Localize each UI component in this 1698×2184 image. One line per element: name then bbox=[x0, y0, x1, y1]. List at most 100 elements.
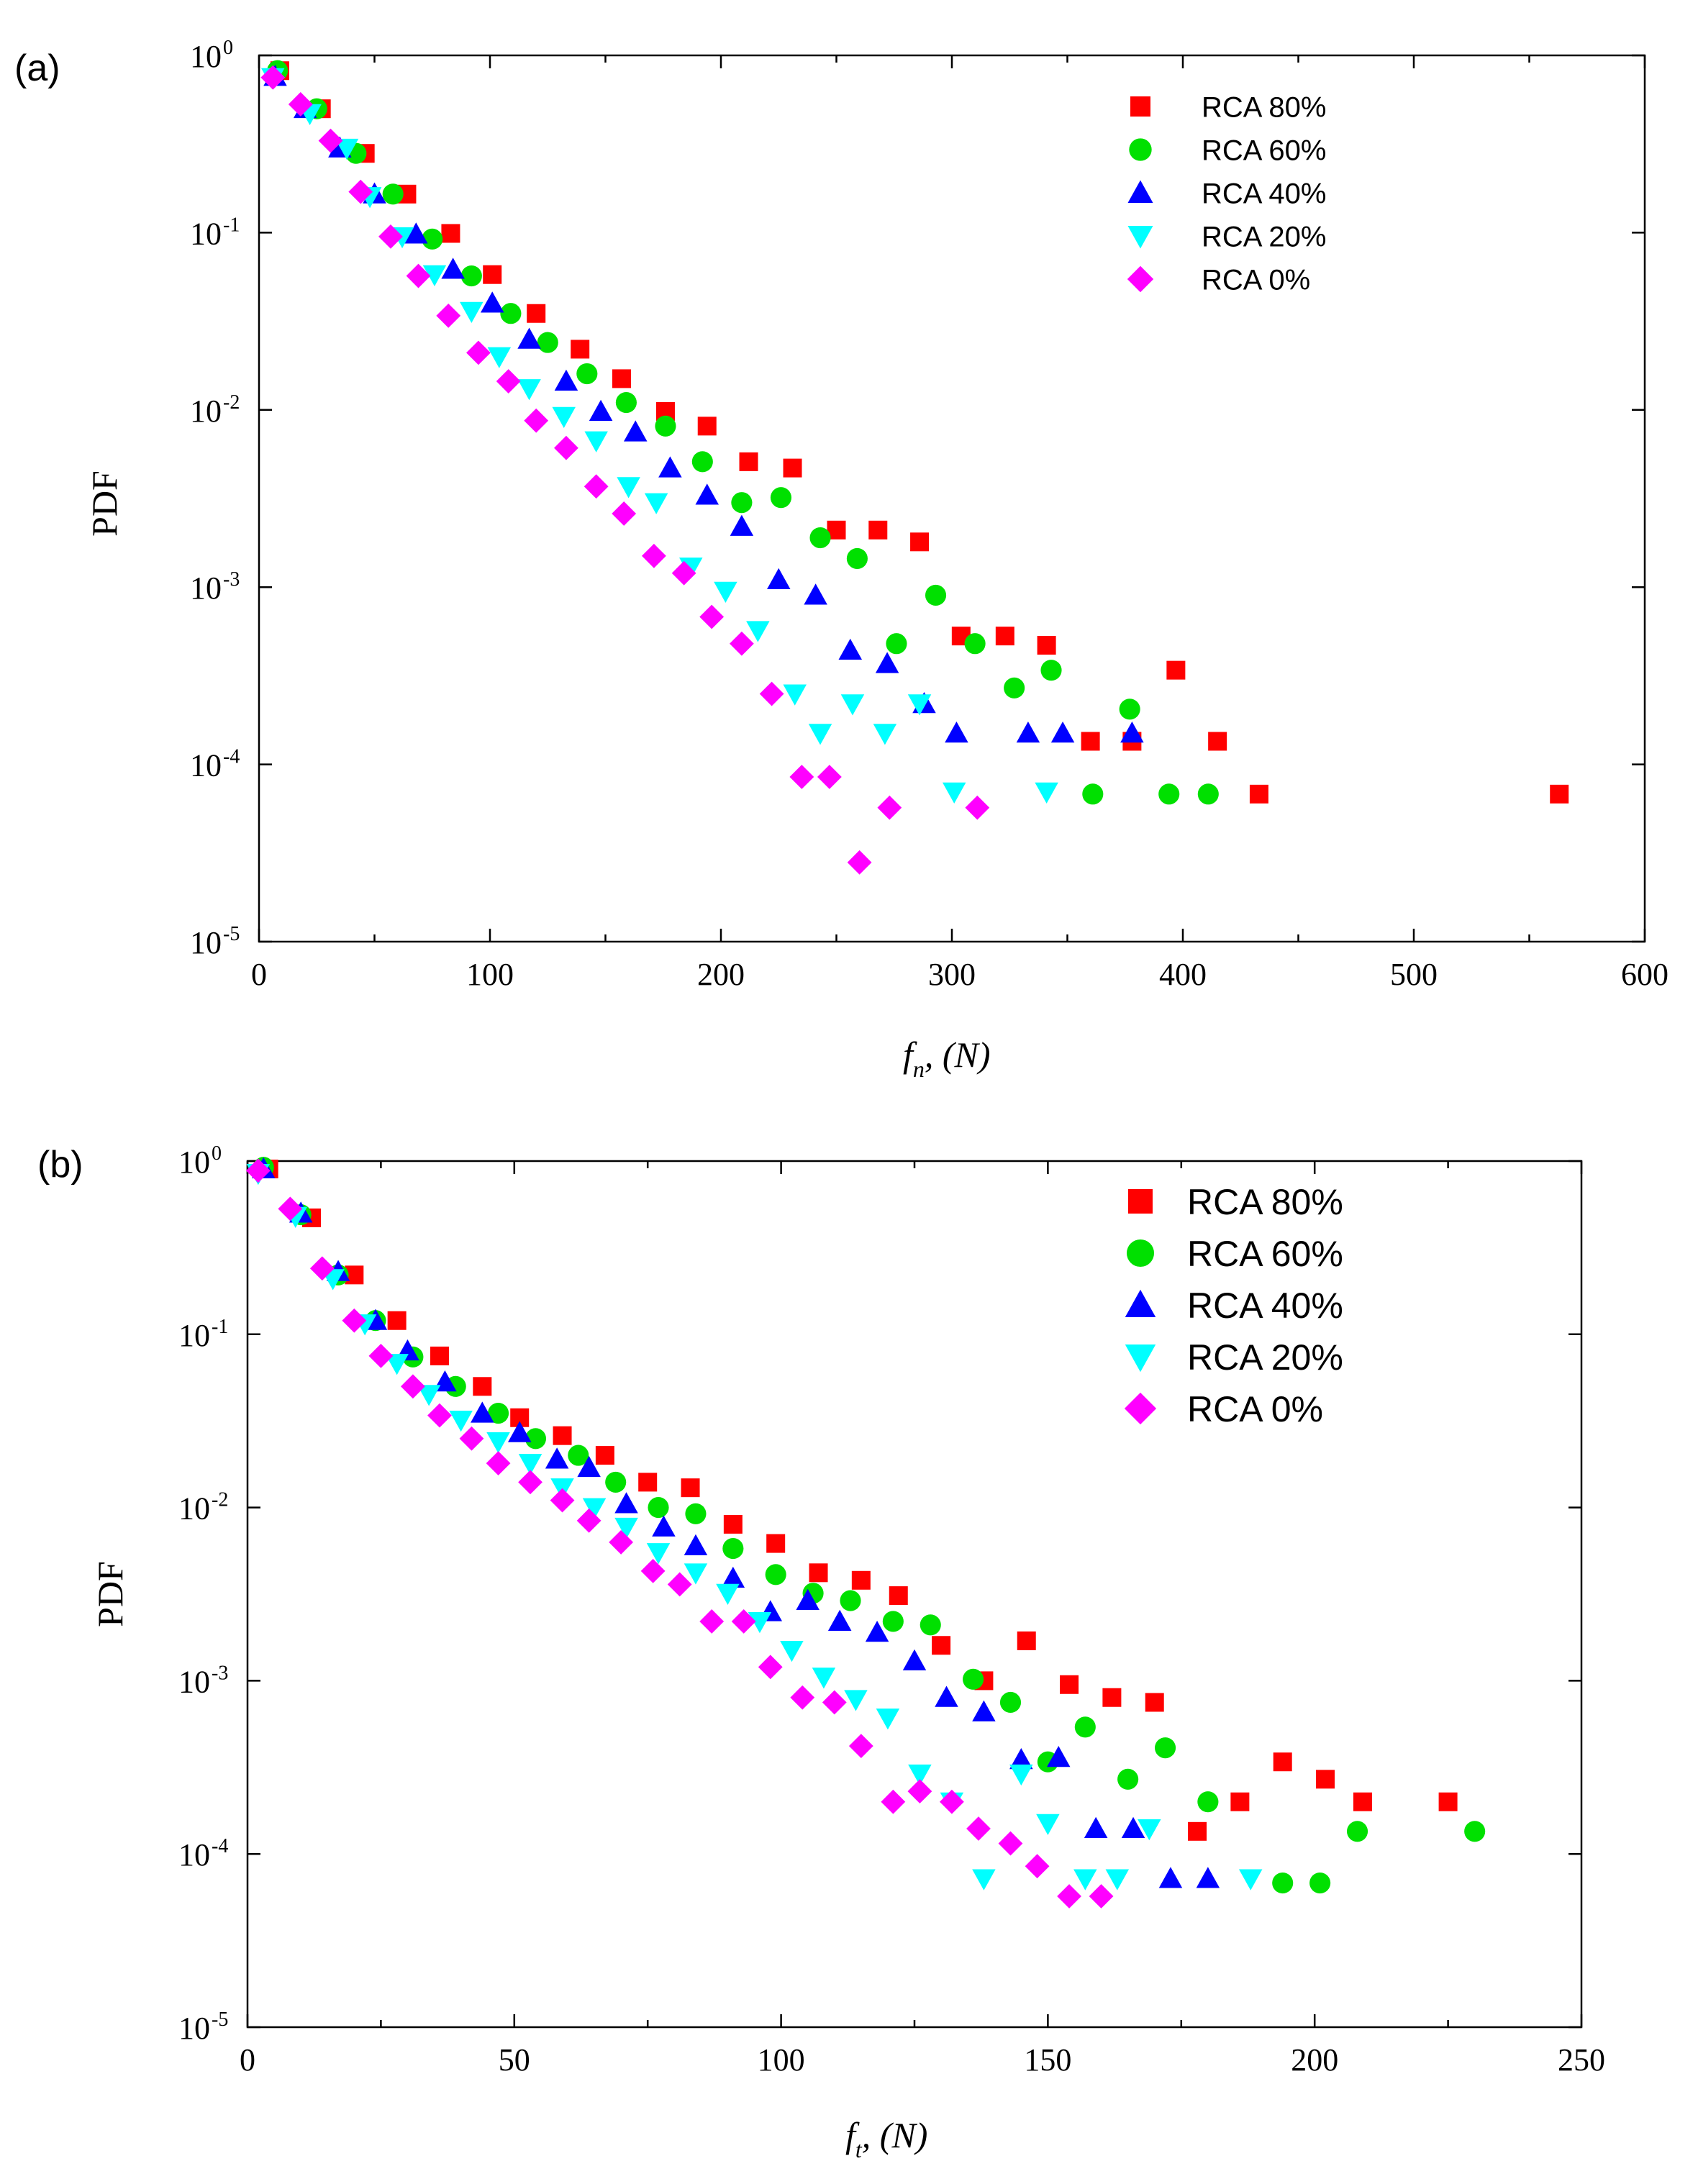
panel-b-point-rca-60 bbox=[568, 1444, 589, 1466]
panel-a-point-rca-0 bbox=[847, 850, 872, 875]
panel-a-point-rca-0 bbox=[817, 765, 842, 789]
panel-b-point-rca-60 bbox=[1346, 1821, 1368, 1842]
panel-b-point-rca-40 bbox=[1196, 1867, 1220, 1888]
panel-b-point-rca-40 bbox=[902, 1649, 927, 1670]
panel-a-point-rca-60 bbox=[537, 332, 558, 353]
panel-a-point-rca-80 bbox=[527, 304, 546, 323]
panel-b-point-rca-20 bbox=[1105, 1869, 1130, 1890]
panel-a-y-tick-label: 10 bbox=[190, 39, 222, 74]
panel-a-point-rca-60 bbox=[615, 392, 637, 414]
panel-a-y-tick-exponent: -5 bbox=[223, 923, 240, 945]
panel-a-point-rca-40 bbox=[730, 514, 754, 536]
panel-a-point-rca-80 bbox=[1166, 660, 1186, 680]
panel-b-y-tick-label: 10 bbox=[178, 1491, 210, 1526]
panel-b-point-rca-80 bbox=[595, 1446, 614, 1465]
panel-b-point-rca-80 bbox=[1438, 1792, 1458, 1811]
panel-a-legend-label-rca-20: RCA 20% bbox=[1202, 221, 1326, 252]
panel-b-point-rca-60 bbox=[1074, 1716, 1096, 1738]
panel-a-point-rca-60 bbox=[809, 527, 831, 549]
panel-b-point-rca-20 bbox=[716, 1583, 740, 1606]
panel-a-point-rca-0 bbox=[789, 765, 814, 789]
panel-b-point-rca-20 bbox=[844, 1690, 868, 1711]
panel-a-point-rca-0 bbox=[642, 543, 666, 568]
panel-b-x-tick-label: 200 bbox=[1291, 2042, 1338, 2078]
panel-a-point-rca-40 bbox=[441, 258, 465, 279]
panel-b-point-rca-0 bbox=[640, 1558, 666, 1583]
panel-b-point-rca-60 bbox=[1309, 1872, 1331, 1894]
panel-b-x-tick-label: 250 bbox=[1558, 2042, 1605, 2078]
panel-b-point-rca-0 bbox=[881, 1789, 906, 1814]
panel-b-point-rca-60 bbox=[920, 1614, 941, 1636]
panel-b-point-rca-60 bbox=[525, 1428, 547, 1450]
panel-a-point-rca-0 bbox=[965, 795, 990, 820]
panel-b-x-axis-title: ft, (N) bbox=[845, 2115, 927, 2162]
panel-b-label: (b) bbox=[37, 1144, 83, 1186]
panel-b-point-rca-0 bbox=[427, 1403, 452, 1428]
panel-b-point-rca-0 bbox=[907, 1779, 932, 1803]
panel-a-point-rca-40 bbox=[1050, 721, 1075, 743]
panel-a-legend-label-rca-60: RCA 60% bbox=[1202, 135, 1326, 166]
panel-a-point-rca-60 bbox=[691, 451, 713, 473]
panel-b-point-rca-60 bbox=[999, 1691, 1022, 1714]
panel-a-point-rca-0 bbox=[318, 128, 343, 153]
panel-b-legend-label-rca-20: RCA 20% bbox=[1187, 1337, 1343, 1378]
panel-a-plot-frame bbox=[258, 54, 1646, 943]
panel-a-point-rca-60 bbox=[1004, 677, 1025, 699]
panel-a-x-axis-title-tail: , (N) bbox=[925, 1034, 991, 1075]
panel-b-y-tick-exponent: -3 bbox=[212, 1662, 228, 1684]
panel-a-point-rca-0 bbox=[524, 408, 549, 433]
panel-b-y-tick-exponent: -4 bbox=[212, 1835, 228, 1857]
panel-a-x-tick-label: 0 bbox=[251, 957, 267, 992]
panel-b-point-rca-20 bbox=[1073, 1869, 1097, 1890]
panel-b-point-rca-80 bbox=[1230, 1792, 1250, 1811]
panel-a-legend-marker-rca-80 bbox=[1130, 96, 1150, 117]
panel-b-point-rca-80 bbox=[809, 1563, 828, 1583]
panel-a-point-rca-20 bbox=[714, 581, 737, 603]
panel-a-point-rca-0 bbox=[378, 224, 403, 249]
panel-a-y-tick-exponent: -4 bbox=[223, 746, 240, 768]
panel-b-y-tick-label: 10 bbox=[178, 2011, 210, 2046]
panel-b-y-axis-title: PDF bbox=[90, 1561, 130, 1627]
panel-b-legend-label-rca-80: RCA 80% bbox=[1187, 1182, 1343, 1222]
panel-a-x-tick-label: 300 bbox=[928, 957, 976, 992]
panel-b-point-rca-20 bbox=[385, 1354, 409, 1375]
panel-a-point-rca-40 bbox=[480, 291, 504, 313]
panel-a-legend-label-rca-80: RCA 80% bbox=[1202, 91, 1326, 123]
panel-b-point-rca-40 bbox=[796, 1588, 820, 1611]
panel-a-point-rca-60 bbox=[846, 547, 868, 569]
panel-a-point-rca-60 bbox=[886, 633, 907, 655]
panel-b-y-tick-label: 10 bbox=[178, 1664, 210, 1699]
panel-a-point-rca-20 bbox=[746, 621, 770, 642]
panel-a-x-axis-title: fn, (N) bbox=[903, 1034, 991, 1082]
panel-b-x-tick-label: 100 bbox=[758, 2042, 805, 2078]
panel-a-point-rca-0 bbox=[671, 560, 696, 586]
panel-b-point-rca-0 bbox=[940, 1789, 964, 1814]
panel-b-point-rca-40 bbox=[652, 1515, 676, 1537]
panel-b-point-rca-20 bbox=[518, 1454, 542, 1475]
panel-b-point-rca-40 bbox=[684, 1534, 708, 1556]
panel-b-point-rca-20 bbox=[582, 1498, 607, 1519]
panel-b-point-rca-40 bbox=[1046, 1745, 1071, 1767]
panel-a-point-rca-60 bbox=[460, 265, 482, 287]
panel-b-point-rca-20 bbox=[684, 1563, 708, 1585]
panel-b-point-rca-0 bbox=[518, 1470, 542, 1495]
panel-b-point-rca-60 bbox=[840, 1590, 861, 1611]
panel-a-point-rca-20 bbox=[808, 724, 832, 745]
panel-b-point-rca-0 bbox=[699, 1609, 725, 1634]
panel-b-x-tick-label: 0 bbox=[240, 2042, 255, 2078]
panel-a-point-rca-20 bbox=[335, 138, 359, 160]
panel-b-point-rca-0 bbox=[790, 1685, 815, 1710]
panel-a-point-rca-80 bbox=[483, 265, 502, 284]
panel-b-point-rca-60 bbox=[722, 1538, 744, 1560]
panel-a-legend: RCA 80% RCA 60% RCA 40% RCA 20% RCA 0% bbox=[1127, 91, 1326, 296]
panel-a-point-rca-20 bbox=[487, 347, 512, 368]
panel-b-point-rca-0 bbox=[731, 1609, 756, 1634]
panel-b-point-rca-80 bbox=[766, 1534, 786, 1553]
panel-a-point-rca-80 bbox=[1037, 635, 1056, 655]
panel-a-y-tick-exponent: -1 bbox=[223, 214, 240, 236]
panel-b-point-rca-0 bbox=[1089, 1884, 1114, 1908]
panel-b-point-rca-60 bbox=[648, 1497, 669, 1519]
panel-a-point-rca-80 bbox=[1081, 732, 1100, 751]
